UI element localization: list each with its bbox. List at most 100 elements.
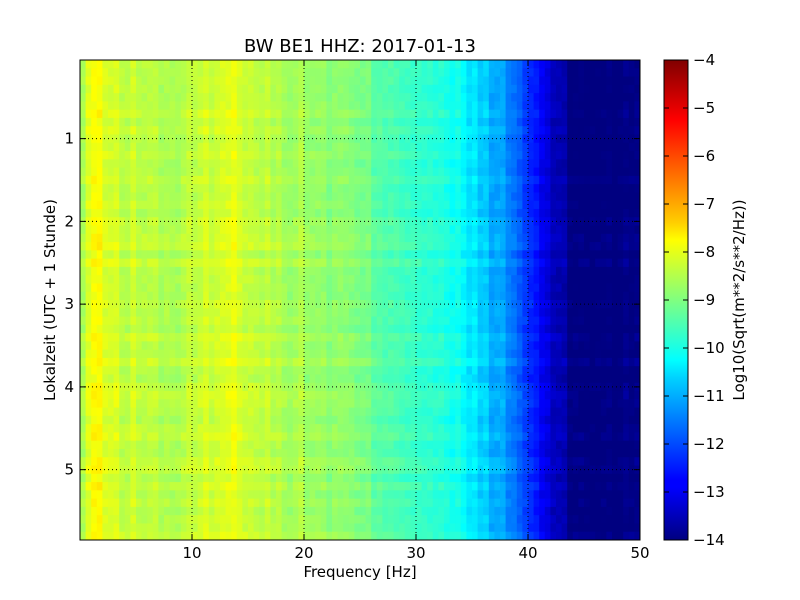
heatmap-cell [259,208,266,218]
heatmap-cell [544,266,551,276]
heatmap-cell [281,275,288,285]
heatmap-cell [539,349,546,359]
heatmap-cell [130,432,137,442]
heatmap-cell [556,242,563,251]
heatmap-cell [360,200,367,210]
heatmap-cell [528,109,535,119]
heatmap-cell [623,68,630,78]
heatmap-cell [567,324,574,334]
heatmap-cell [343,415,350,425]
heatmap-cell [147,142,154,152]
heatmap-cell [147,407,154,417]
heatmap-cell [248,407,255,417]
heatmap-cell [85,101,92,111]
heatmap-cell [192,167,199,177]
heatmap-cell [416,142,423,152]
heatmap-cell [371,291,378,301]
heatmap-cell [556,159,563,169]
heatmap-cell [388,366,395,376]
heatmap-cell [578,184,585,194]
heatmap-cell [309,126,316,136]
heatmap-cell [595,465,602,475]
heatmap-cell [544,300,551,309]
heatmap-cell [561,357,568,367]
heatmap-cell [242,159,249,169]
heatmap-cell [309,192,316,202]
heatmap-cell [477,68,484,78]
heatmap-cell [136,266,143,276]
heatmap-cell [130,291,137,301]
heatmap-cell [180,349,187,359]
heatmap-cell [393,192,400,202]
heatmap-cell [231,101,238,111]
heatmap-cell [511,275,518,285]
heatmap-cell [315,300,322,309]
heatmap-cell [102,424,109,434]
heatmap-cell [449,266,456,276]
heatmap-cell [505,399,512,409]
heatmap-cell [124,208,131,218]
heatmap-cell [91,357,98,367]
heatmap-cell [130,300,137,309]
heatmap-cell [365,151,372,160]
heatmap-cell [348,333,355,342]
heatmap-cell [500,109,507,119]
heatmap-cell [152,333,159,342]
heatmap-cell [578,324,585,334]
heatmap-cell [175,283,182,293]
heatmap-cell [248,324,255,334]
heatmap-cell [108,225,115,235]
heatmap-cell [180,465,187,475]
heatmap-cell [175,300,182,309]
heatmap-cell [186,457,193,467]
heatmap-cell [438,291,445,301]
heatmap-cell [119,308,126,318]
heatmap-cell [371,399,378,409]
heatmap-cell [292,184,299,194]
heatmap-cell [136,324,143,334]
heatmap-cell [444,60,451,69]
heatmap-cell [365,109,372,119]
heatmap-cell [466,184,473,194]
heatmap-cell [281,374,288,384]
heatmap-cell [365,60,372,69]
heatmap-cell [113,208,120,218]
heatmap-cell [108,109,115,119]
heatmap-cell [259,457,266,467]
heatmap-cell [164,291,171,301]
heatmap-cell [628,308,635,318]
heatmap-cell [617,68,624,78]
heatmap-cell [102,84,109,94]
heatmap-cell [584,109,591,119]
heatmap-cell [600,432,607,442]
heatmap-cell [572,316,579,326]
heatmap-cell [544,349,551,359]
heatmap-cell [309,167,316,177]
heatmap-cell [561,349,568,359]
heatmap-cell [544,117,551,127]
heatmap-cell [399,457,406,467]
heatmap-cell [214,192,221,202]
heatmap-cell [130,109,137,119]
heatmap-cell [169,142,176,152]
heatmap-cell [567,415,574,425]
heatmap-cell [561,457,568,467]
heatmap-cell [466,208,473,218]
heatmap-cell [516,374,523,384]
heatmap-cell [298,258,305,268]
heatmap-cell [220,151,227,160]
heatmap-cell [533,457,540,467]
heatmap-cell [382,349,389,359]
heatmap-cell [628,283,635,293]
heatmap-cell [270,357,277,367]
heatmap-cell [427,382,434,392]
heatmap-cell [360,391,367,400]
heatmap-cell [376,242,383,251]
heatmap-cell [309,200,316,210]
heatmap-cell [516,432,523,442]
heatmap-cell [550,126,557,136]
heatmap-cell [253,407,260,417]
heatmap-cell [589,250,596,260]
heatmap-cell [253,432,260,442]
heatmap-cell [220,407,227,417]
